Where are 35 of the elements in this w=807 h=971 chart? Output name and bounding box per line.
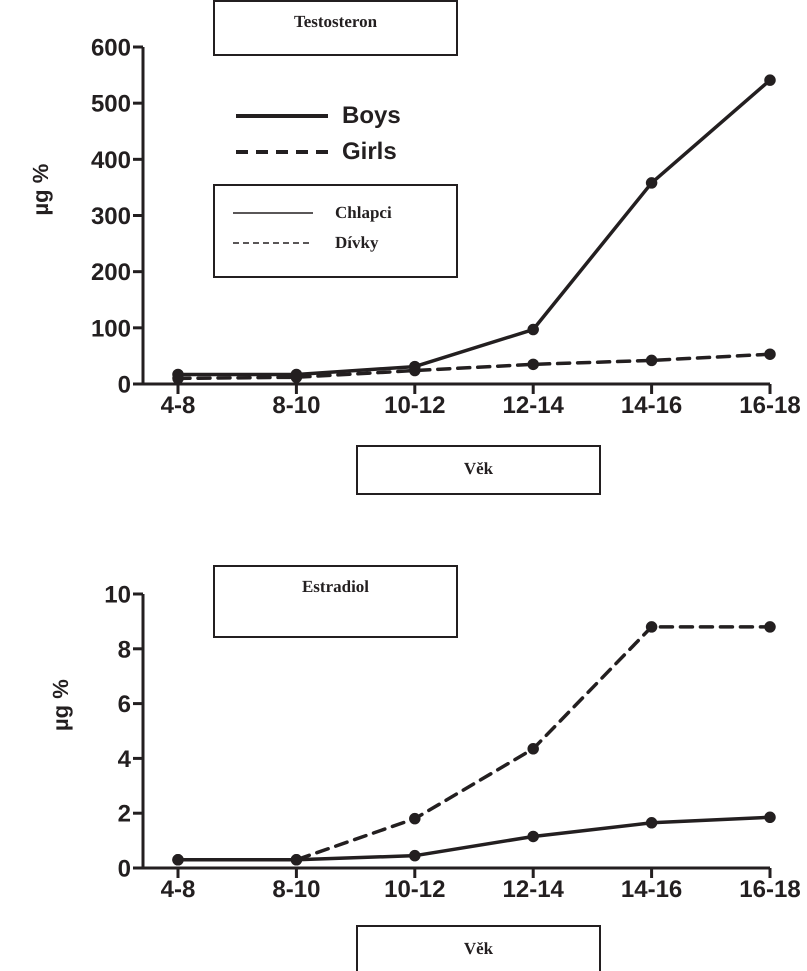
legend-label: Girls — [342, 138, 397, 166]
y-tick-label: 0 — [118, 856, 131, 883]
y-tick-label: 600 — [90, 34, 131, 62]
y-tick-label: 400 — [90, 146, 131, 174]
x-tick-label: 10-12 — [384, 876, 446, 904]
annotation: Dívky — [335, 233, 378, 253]
legend-label: Boys — [342, 102, 401, 130]
x-tick-label: 16-18 — [739, 392, 801, 420]
x-tick-label: 4-8 — [160, 876, 196, 904]
y-tick-label: 500 — [90, 90, 131, 118]
x-tick-label: 14-16 — [620, 392, 682, 420]
x-tick-label: 8-10 — [272, 876, 320, 904]
x-tick-label: 16-18 — [739, 876, 801, 904]
y-tick-label: 200 — [90, 259, 131, 286]
y-tick-label: 300 — [90, 203, 131, 230]
x-tick-label: 14-16 — [620, 876, 682, 904]
x-tick-label: 10-12 — [384, 392, 446, 420]
x-tick-label: 4-8 — [160, 392, 196, 420]
x-tick-label: 12-14 — [502, 392, 565, 420]
title-frame: Estradiol — [213, 565, 458, 638]
x-tick-label: 8-10 — [272, 392, 320, 420]
y-tick-label: 10 — [104, 582, 131, 609]
y-tick-label: 0 — [118, 372, 131, 399]
y-tick-label: 100 — [90, 315, 131, 342]
y-axis-title: µg % — [48, 679, 73, 731]
annotation: Chlapci — [335, 203, 392, 223]
title-frame: Testosteron — [213, 0, 458, 56]
label-frame: Věk — [356, 445, 601, 495]
y-tick-label: 4 — [118, 746, 132, 773]
label-frame: Věk — [356, 925, 601, 971]
y-axis-title: µg % — [28, 164, 53, 216]
y-tick-label: 2 — [118, 800, 131, 828]
y-tick-label: 6 — [118, 691, 131, 718]
x-tick-label: 12-14 — [502, 876, 565, 904]
y-tick-label: 8 — [118, 636, 131, 664]
